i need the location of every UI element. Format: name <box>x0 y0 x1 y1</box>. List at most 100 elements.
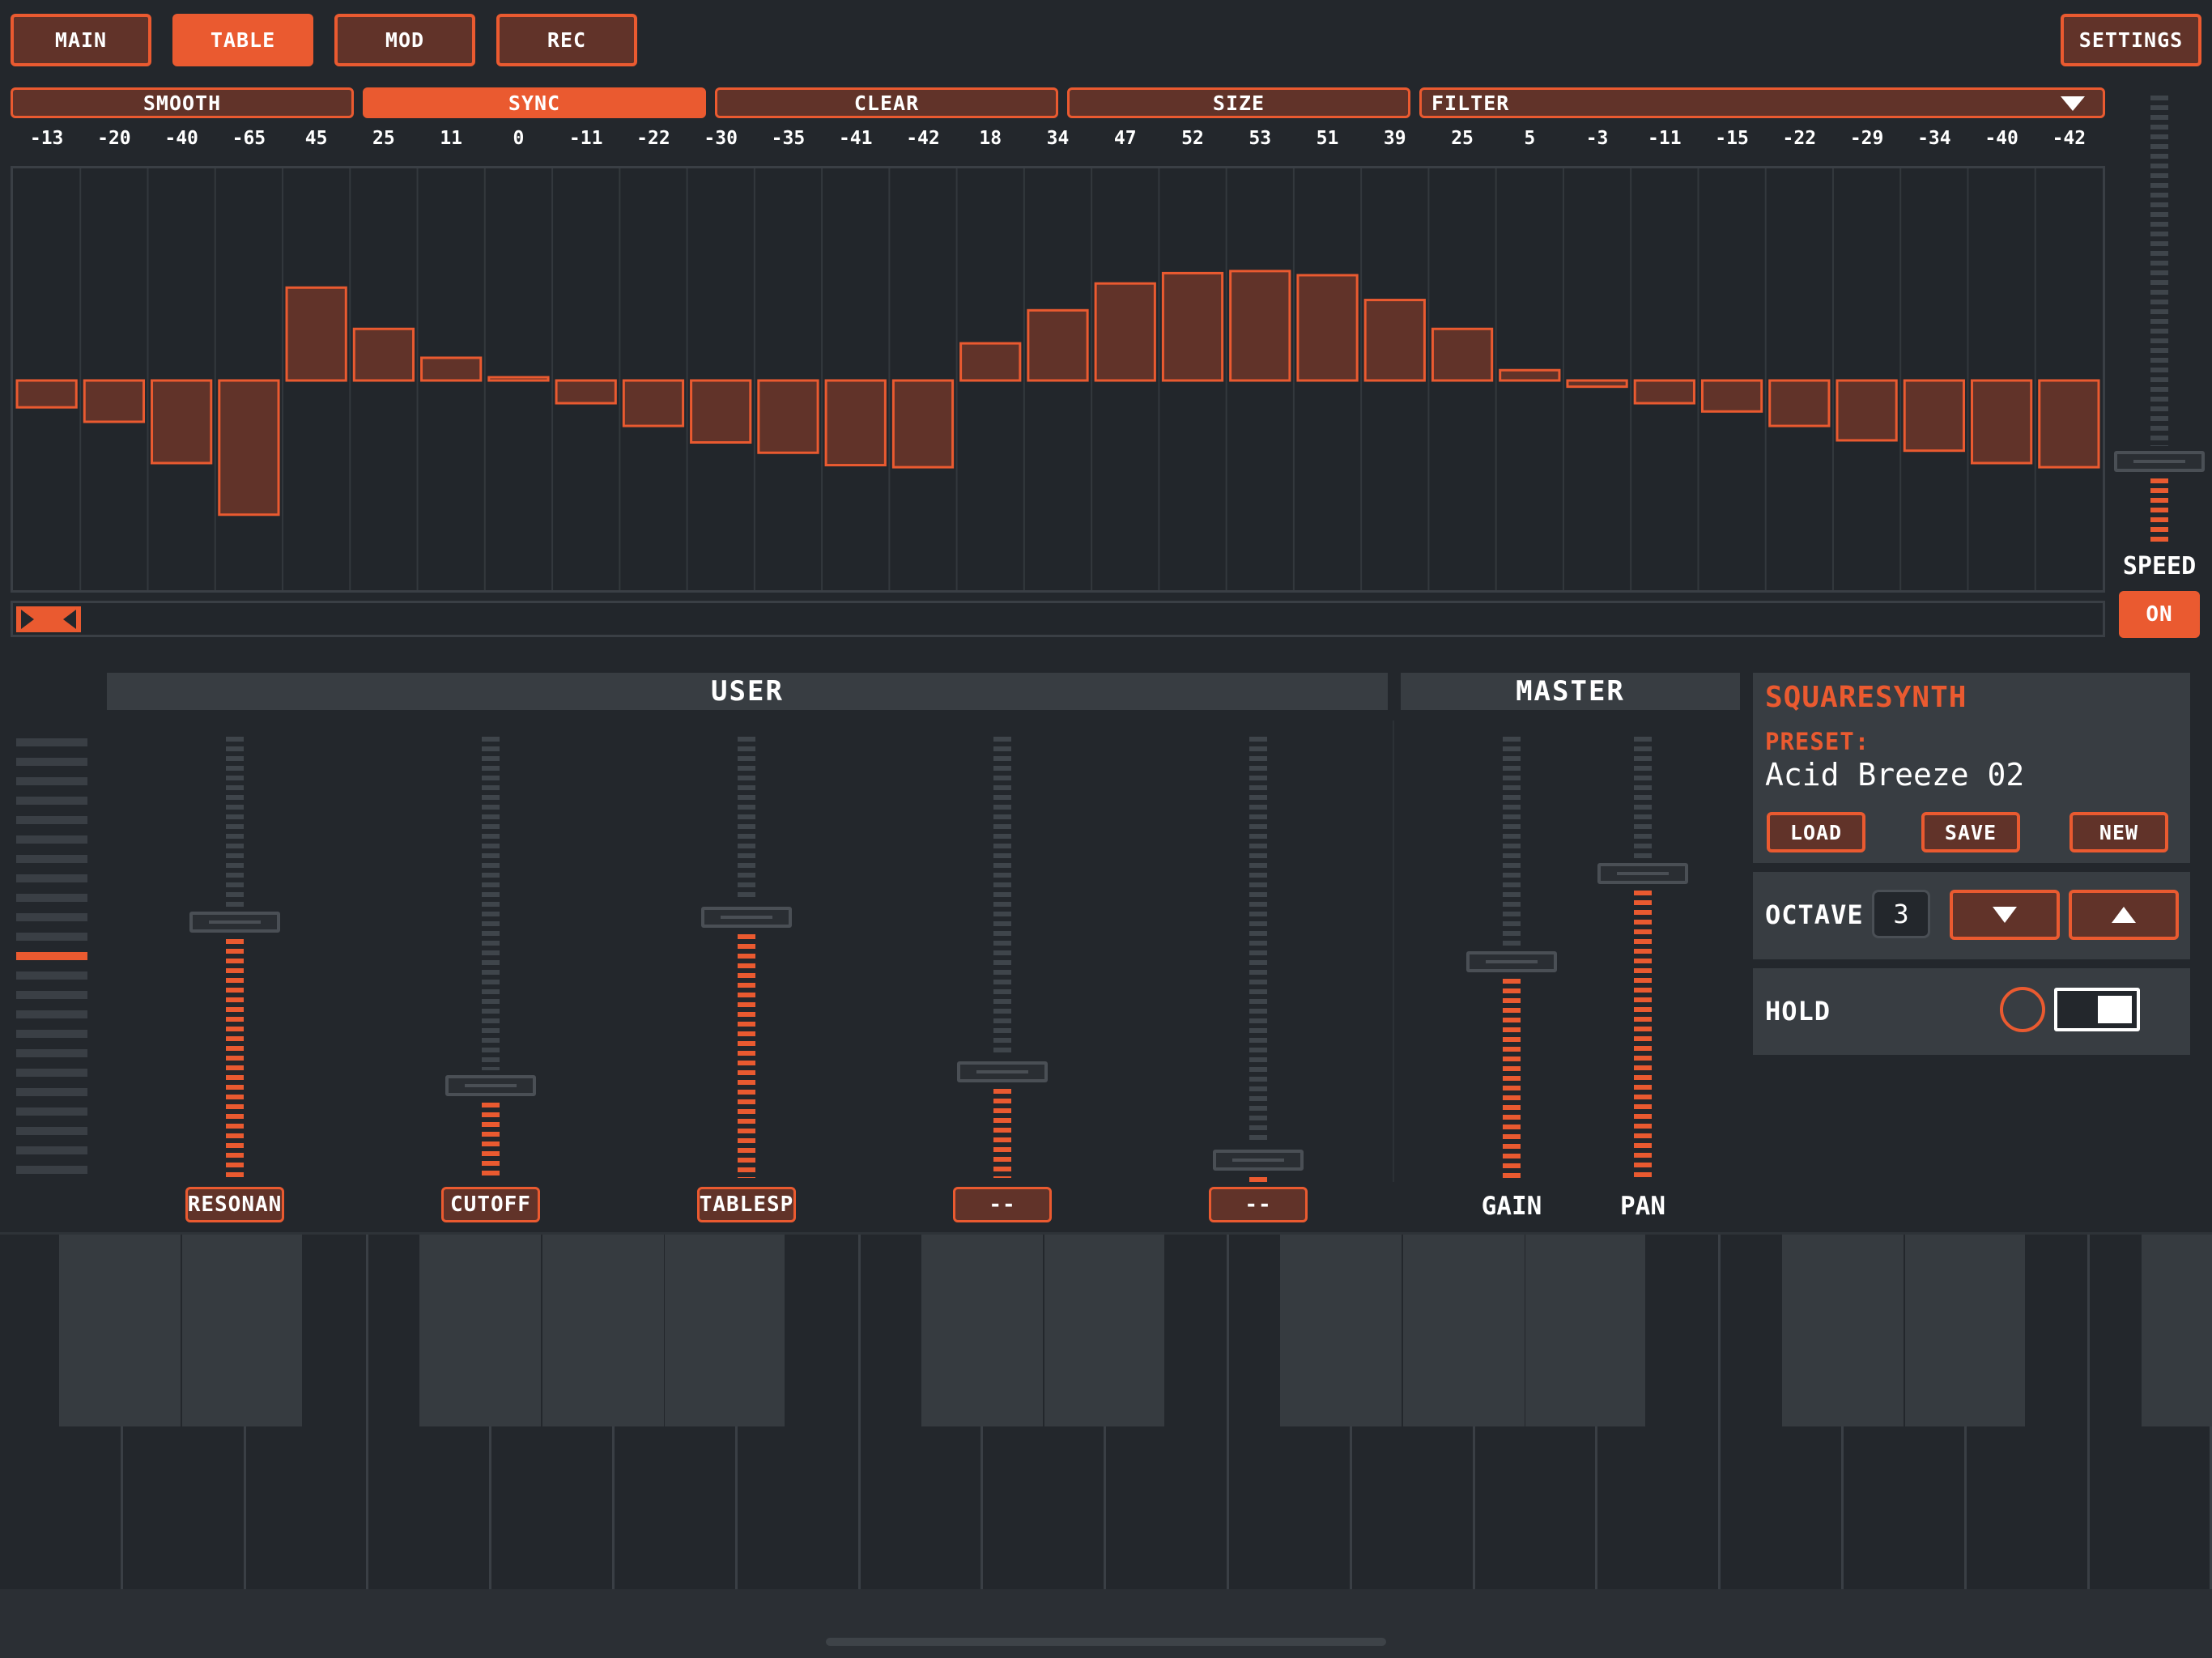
meter-segment <box>16 738 87 746</box>
piano-black-key[interactable] <box>1525 1235 1645 1426</box>
slider-track[interactable] <box>482 737 500 1070</box>
table-bar[interactable] <box>1768 379 1831 427</box>
slider-thumb[interactable] <box>1466 950 1557 972</box>
speed-slider-track[interactable] <box>2150 96 2168 447</box>
slider-track[interactable] <box>226 737 244 907</box>
slider-label[interactable]: -- <box>1209 1187 1308 1222</box>
piano-black-key[interactable] <box>1782 1235 1904 1426</box>
table-bar[interactable] <box>622 379 685 427</box>
home-indicator[interactable] <box>826 1638 1386 1646</box>
octave-up-button[interactable] <box>2069 890 2179 940</box>
playhead-marker-icon[interactable] <box>16 606 81 632</box>
settings-button[interactable]: SETTINGS <box>2061 14 2201 66</box>
table-bar[interactable] <box>1970 379 2033 465</box>
table-bar[interactable] <box>1363 299 1426 382</box>
piano-black-key[interactable] <box>542 1235 664 1426</box>
tab-table[interactable]: TABLE <box>172 14 313 66</box>
slider-label[interactable]: TABLESP <box>697 1187 796 1222</box>
table-bar[interactable] <box>1431 327 1494 382</box>
filter-dropdown[interactable]: FILTER <box>1419 87 2105 118</box>
slider-thumb[interactable] <box>1597 862 1688 884</box>
piano-black-key[interactable] <box>1280 1235 1402 1426</box>
table-value-label: -41 <box>838 128 873 149</box>
table-bar[interactable] <box>151 379 213 465</box>
table-bar[interactable] <box>352 327 415 382</box>
table-bar[interactable] <box>1161 271 1224 382</box>
table-bar[interactable] <box>218 379 280 517</box>
save-preset-button[interactable]: SAVE <box>1921 812 2020 852</box>
table-bar[interactable] <box>15 379 78 409</box>
table-bar[interactable] <box>83 379 146 423</box>
wavetable-bars[interactable] <box>13 168 2103 590</box>
sync-button[interactable]: SYNC <box>363 87 706 118</box>
slider-label[interactable]: CUTOFF <box>441 1187 540 1222</box>
slider-track[interactable] <box>993 737 1011 1057</box>
speed-on-toggle[interactable]: ON <box>2119 591 2200 638</box>
playhead-track[interactable] <box>11 601 2105 637</box>
new-preset-button[interactable]: NEW <box>2069 812 2168 852</box>
table-bar[interactable] <box>1633 379 1695 405</box>
table-bar[interactable] <box>959 342 1022 382</box>
table-bar[interactable] <box>1027 308 1089 382</box>
table-bar[interactable] <box>285 286 347 382</box>
speed-slider-thumb[interactable] <box>2114 451 2205 473</box>
slider-thumb[interactable] <box>189 911 280 933</box>
table-value-label: -20 <box>97 128 131 149</box>
hold-toggle[interactable] <box>2054 988 2140 1031</box>
table-bar[interactable] <box>1700 379 1763 413</box>
piano-black-key[interactable] <box>665 1235 785 1426</box>
piano-black-key[interactable] <box>419 1235 541 1426</box>
table-value-label: 53 <box>1249 128 1272 149</box>
table-bar[interactable] <box>555 379 617 405</box>
table-bar[interactable] <box>2038 379 2100 469</box>
piano-black-key[interactable] <box>59 1235 181 1426</box>
tab-rec[interactable]: REC <box>496 14 637 66</box>
slider-fill <box>738 934 755 1178</box>
clear-button[interactable]: CLEAR <box>715 87 1058 118</box>
load-preset-button[interactable]: LOAD <box>1767 812 1865 852</box>
slider-label[interactable]: RESONAN <box>185 1187 284 1222</box>
meter-segment <box>16 913 87 921</box>
table-bar[interactable] <box>1094 282 1156 382</box>
table-bar[interactable] <box>1296 274 1359 382</box>
smooth-button[interactable]: SMOOTH <box>11 87 354 118</box>
master-section-header: MASTER <box>1401 673 1740 710</box>
table-bar[interactable] <box>1903 379 1965 453</box>
table-bar[interactable] <box>420 356 483 382</box>
table-value-label: -35 <box>771 128 806 149</box>
slider-track[interactable] <box>1503 737 1521 946</box>
table-bar[interactable] <box>690 379 752 444</box>
table-bar[interactable] <box>891 379 955 469</box>
piano-black-key[interactable] <box>1044 1235 1164 1426</box>
table-value-label: 18 <box>979 128 1002 149</box>
tab-mod[interactable]: MOD <box>334 14 475 66</box>
table-bar[interactable] <box>1229 270 1291 382</box>
octave-down-button[interactable] <box>1950 890 2060 940</box>
piano-black-key[interactable] <box>1905 1235 2025 1426</box>
slider-label[interactable]: -- <box>953 1187 1052 1222</box>
slider-track[interactable] <box>1634 737 1652 858</box>
slider-thumb[interactable] <box>701 907 792 929</box>
table-bar[interactable] <box>1566 379 1628 389</box>
hold-indicator-icon <box>2000 987 2045 1032</box>
piano-black-key[interactable] <box>2142 1235 2212 1426</box>
slider-track[interactable] <box>738 737 755 903</box>
meter-segment <box>16 1166 87 1174</box>
slider-thumb[interactable] <box>445 1074 536 1096</box>
table-bar[interactable] <box>1499 368 1561 382</box>
slider-track[interactable] <box>1249 737 1267 1146</box>
table-bar[interactable] <box>487 376 550 382</box>
piano-black-key[interactable] <box>182 1235 302 1426</box>
size-button[interactable]: SIZE <box>1067 87 1410 118</box>
preset-name: Acid Breeze 02 <box>1765 757 2025 793</box>
piano-black-key[interactable] <box>921 1235 1043 1426</box>
slider-thumb[interactable] <box>1213 1150 1304 1171</box>
table-bar[interactable] <box>1836 379 1898 442</box>
piano-black-key[interactable] <box>1403 1235 1525 1426</box>
meter-segment <box>16 933 87 941</box>
table-bar[interactable] <box>824 379 887 467</box>
table-bar[interactable] <box>757 379 819 454</box>
wavetable-editor[interactable] <box>11 166 2105 593</box>
tab-main[interactable]: MAIN <box>11 14 151 66</box>
slider-thumb[interactable] <box>957 1061 1048 1083</box>
